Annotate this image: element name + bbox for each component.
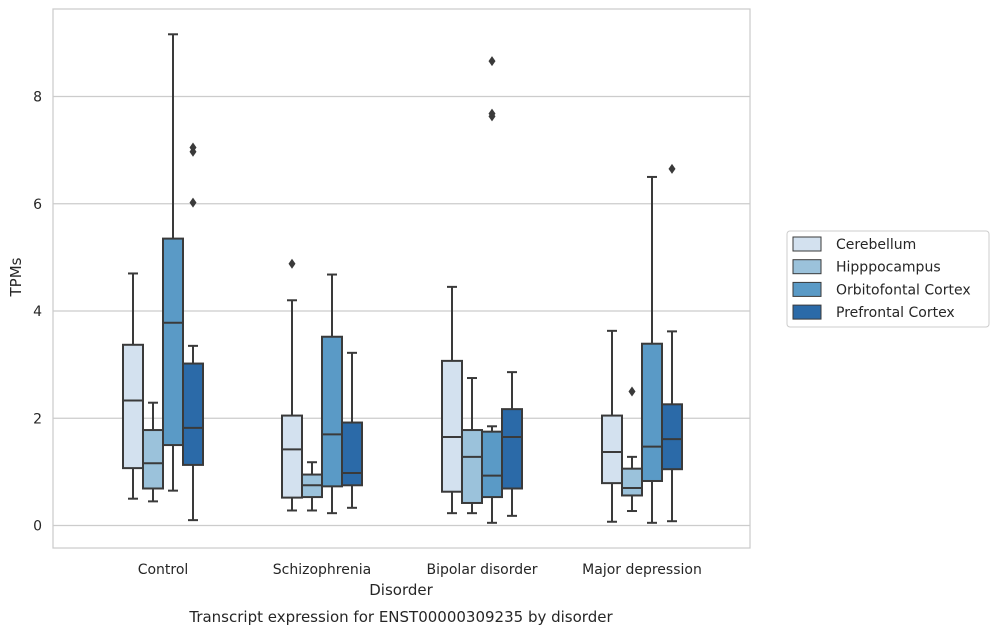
legend-swatch: [792, 281, 822, 297]
y-tick-label: 2: [33, 411, 42, 427]
y-tick-label: 8: [33, 90, 42, 106]
box-iqr: [122, 343, 144, 470]
box-cerebellum: [281, 258, 303, 512]
box-prefrontal-cortex: [182, 142, 204, 522]
y-tick-labels: 0 2 4 6 8: [33, 90, 42, 535]
legend-label: Hipppocampus: [836, 260, 941, 276]
y-axis-label: TPMs: [7, 257, 25, 297]
box-orbitofontal-cortex: [321, 273, 343, 515]
box-prefrontal-cortex: [341, 351, 363, 509]
box-iqr: [641, 342, 663, 482]
box-iqr: [501, 408, 523, 490]
box-iqr: [461, 429, 483, 504]
box-cerebellum: [601, 329, 623, 523]
box-iqr: [182, 362, 204, 466]
x-axis-label: Disorder: [369, 581, 433, 599]
boxes: [122, 33, 683, 524]
outlier-point: [189, 197, 197, 208]
box-iqr: [661, 403, 683, 471]
box-orbitofontal-cortex: [641, 175, 663, 524]
legend-swatch: [792, 259, 822, 275]
legend-label: Prefrontal Cortex: [836, 305, 955, 321]
box-iqr: [601, 414, 623, 485]
box-prefrontal-cortex: [501, 371, 523, 517]
box-cerebellum: [122, 272, 144, 500]
legend: Cerebellum Hipppocampus Orbitofontal Corte…: [786, 230, 990, 328]
x-tick-labels: Control Schizophrenia Bipolar disorder Majo…: [138, 562, 702, 578]
box-iqr: [162, 237, 184, 447]
box-iqr: [341, 421, 363, 487]
box-hipppocampus: [461, 377, 483, 515]
box-hipppocampus: [142, 401, 164, 503]
legend-swatch: [792, 236, 822, 252]
box-prefrontal-cortex: [661, 163, 683, 523]
box-iqr: [481, 430, 503, 499]
outlier-point: [488, 56, 496, 67]
box-hipppocampus: [621, 386, 643, 513]
x-tick-label: Control: [138, 562, 189, 578]
plot-frame: [52, 8, 751, 549]
box-orbitofontal-cortex: [162, 33, 184, 492]
y-tick-label: 4: [33, 304, 42, 320]
outlier-point: [189, 142, 197, 153]
box-iqr: [142, 429, 164, 490]
box-iqr: [441, 359, 463, 493]
x-tick-label: Major depression: [582, 562, 702, 578]
outlier-point: [668, 163, 676, 174]
x-tick-label: Bipolar disorder: [426, 562, 537, 578]
outlier-point: [488, 108, 496, 119]
legend-swatch: [792, 304, 822, 320]
box-orbitofontal-cortex: [481, 56, 503, 524]
chart-title: Transcript expression for ENST0000030923…: [188, 608, 613, 626]
box-iqr: [281, 414, 303, 499]
outlier-point: [288, 258, 296, 269]
box-cerebellum: [441, 285, 463, 515]
y-tick-label: 6: [33, 197, 42, 213]
legend-items: Cerebellum Hipppocampus Orbitofontal Corte…: [792, 236, 971, 321]
outlier-point: [628, 386, 636, 397]
legend-label: Orbitofontal Cortex: [836, 282, 971, 298]
y-tick-label: 0: [33, 519, 42, 535]
legend-label: Cerebellum: [836, 237, 916, 253]
legend-frame: [786, 230, 990, 328]
box-iqr: [321, 335, 343, 488]
box-hipppocampus: [301, 461, 323, 512]
x-tick-label: Schizophrenia: [273, 562, 371, 578]
box-iqr: [621, 467, 643, 497]
